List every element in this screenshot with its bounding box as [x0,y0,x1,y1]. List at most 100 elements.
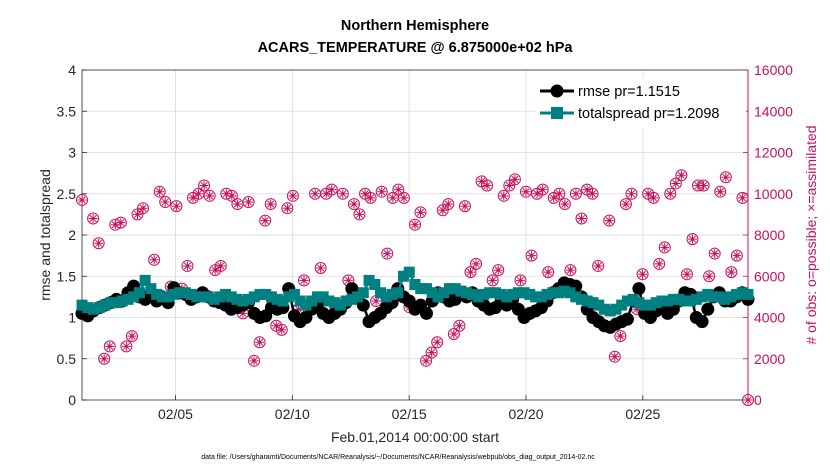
obs-possible-marker [364,191,377,204]
legend-spread-label: totalspread pr=1.2098 [578,106,719,122]
totalspread-point [742,288,754,300]
obs-point [181,259,194,272]
obs-assimilated-marker [288,191,298,201]
obs-point [214,259,227,272]
obs-assimilated-marker [737,193,747,203]
totalspread-point [116,295,128,307]
obs-assimilated-marker [88,214,98,223]
left-y-tick-label: 3 [68,145,76,161]
obs-point [464,266,477,279]
obs-point [125,330,138,343]
totalspread-point [139,274,151,286]
obs-possible-marker [614,330,627,343]
obs-point [520,185,532,198]
totalspread-point [185,288,197,300]
obs-possible-marker [658,241,671,254]
obs-assimilated-marker [327,185,337,195]
totalspread-point [685,295,697,307]
totalspread-point [409,279,421,290]
obs-assimilated-marker [160,197,170,207]
obs-point [153,185,166,198]
obs-point [592,259,605,272]
obs-point [669,177,682,190]
totalspread-point [76,299,88,311]
totalspread-point [547,287,559,299]
obs-point [397,191,410,204]
obs-possible-marker [686,233,699,246]
left-y-tick-label: 3.5 [57,103,77,119]
obs-point [470,257,483,270]
obs-assimilated-marker [355,209,364,219]
rmse-point [620,312,634,326]
x-axis-label: Feb.01,2014 00:00:00 start [331,429,499,445]
obs-assimilated-marker [338,189,348,199]
obs-assimilated-marker [449,329,459,339]
totalspread-point [449,283,461,295]
obs-assimilated-marker [205,191,215,201]
obs-possible-marker [536,183,549,196]
totalspread-point [564,287,576,299]
right-y-tick-label: 0 [754,392,762,408]
totalspread-point [535,291,547,303]
x-tick-label: 02/20 [508,406,543,422]
totalspread-point [110,297,122,309]
totalspread-point [294,295,306,307]
totalspread-point [174,287,186,299]
obs-possible-marker [603,214,616,227]
obs-assimilated-marker [99,354,109,364]
obs-point [603,214,616,227]
obs-point [281,202,294,215]
obs-possible-marker [486,274,499,287]
chart-title-line1: Northern Hemisphere [341,18,489,34]
left-y-tick-label: 1.5 [57,268,77,284]
totalspread-point [231,293,243,305]
totalspread-point [570,291,582,303]
obs-point [680,268,693,281]
right-y-tick-label: 6000 [754,268,785,284]
obs-possible-marker [736,191,749,204]
obs-assimilated-marker [571,189,581,199]
obs-point [170,200,183,213]
obs-assimilated-marker [399,193,409,203]
totalspread-point [340,295,352,307]
obs-assimilated-marker [549,193,559,203]
rmse-point [695,315,709,329]
obs-point [231,198,244,211]
x-tick-label: 02/05 [158,406,193,422]
obs-assimilated-marker [593,261,603,271]
obs-point [364,191,377,204]
obs-point [675,169,688,182]
obs-point [298,274,310,287]
obs-point [120,340,133,353]
totalspread-point [553,287,565,299]
obs-possible-marker [392,183,405,196]
obs-assimilated-marker [632,304,642,314]
obs-assimilated-marker [676,170,686,180]
obs-point [558,198,571,211]
totalspread-point [271,293,283,305]
totalspread-point [713,291,725,303]
obs-possible-marker [137,202,150,215]
obs-point [719,171,732,184]
left-y-tick-label: 0 [68,392,76,408]
obs-possible-marker [431,336,444,349]
totalspread-point [346,293,358,305]
obs-assimilated-marker [77,195,87,205]
obs-possible-marker [653,257,666,270]
obs-point [314,262,327,274]
obs-assimilated-marker [194,189,204,199]
left-y-axis: 0 0.5 1 1.5 2 2.5 3 3.5 4 [57,62,87,408]
obs-assimilated-marker [310,189,320,199]
totalspread-point [202,291,214,303]
obs-assimilated-marker [116,218,126,228]
obs-point [664,187,677,200]
obs-assimilated-marker [466,267,475,277]
obs-possible-marker [87,212,100,225]
obs-assimilated-marker [277,325,287,335]
left-y-tick-label: 2.5 [57,186,77,202]
obs-assimilated-marker [504,181,514,190]
totalspread-point [415,283,427,295]
obs-assimilated-marker [293,304,303,314]
obs-assimilated-marker [360,189,370,199]
obs-assimilated-marker [710,249,720,259]
